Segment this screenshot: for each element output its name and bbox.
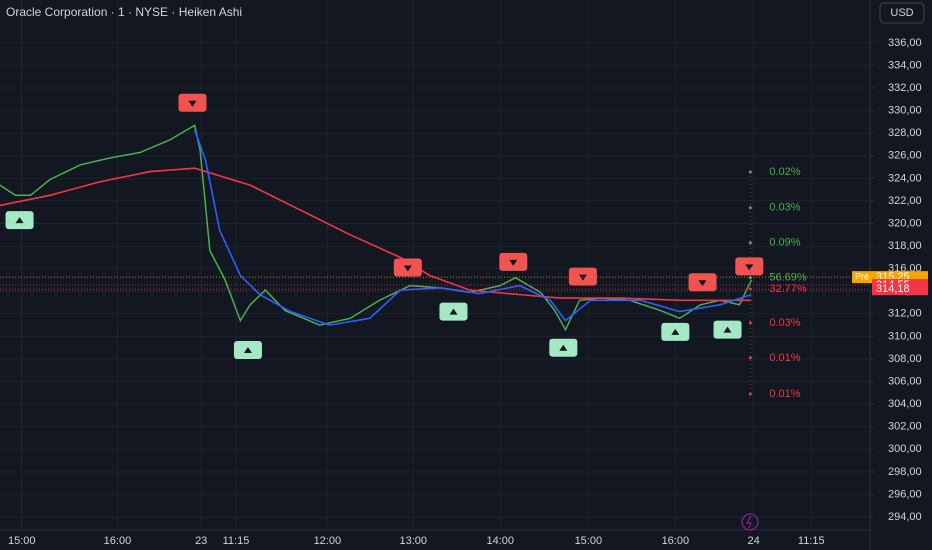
x-tick-label: 11:15 — [798, 535, 825, 547]
price-tag — [872, 283, 928, 296]
sell-arrow — [188, 100, 197, 107]
x-tick-label: 16:00 — [104, 535, 132, 547]
level-label: 0.02% — [769, 166, 800, 178]
level-label: 0.03% — [769, 202, 800, 214]
sell-arrow — [698, 280, 707, 287]
chart-title: Oracle Corporation · 1 · NYSE · Heiken A… — [6, 5, 242, 19]
price-tag-label: 314,18 — [876, 283, 910, 295]
y-tick-label: 332,00 — [888, 82, 922, 94]
y-tick-label: 310,00 — [888, 330, 922, 342]
moving-average — [0, 167, 752, 302]
level-label: 0.09% — [769, 237, 800, 249]
session-tag-label: Pré — [855, 272, 869, 282]
x-tick-label: 12:00 — [314, 535, 342, 547]
y-tick-label: 298,00 — [888, 466, 922, 478]
sell-arrow — [745, 264, 754, 271]
y-tick-label: 306,00 — [888, 375, 922, 387]
y-tick-label: 302,00 — [888, 421, 922, 433]
level-label: 32.77% — [769, 283, 807, 295]
level-dot — [748, 206, 752, 210]
y-tick-label: 334,00 — [888, 59, 922, 71]
level-dot — [748, 321, 752, 325]
x-tick-label: 11:15 — [223, 535, 250, 547]
x-tick-label: 24 — [748, 535, 760, 547]
y-tick-label: 294,00 — [888, 511, 922, 523]
level-label: 0.03% — [769, 317, 800, 329]
y-tick-label: 296,00 — [888, 488, 922, 500]
buy-arrow — [243, 346, 252, 353]
x-tick-label: 14:00 — [486, 535, 514, 547]
level-label: 0.01% — [769, 388, 800, 400]
y-tick-label: 326,00 — [888, 150, 922, 162]
buy-arrow — [559, 344, 568, 351]
y-tick-label: 300,00 — [888, 443, 922, 455]
currency-button[interactable] — [879, 2, 925, 24]
event-icon-bolt — [746, 515, 752, 529]
buy-arrow — [723, 326, 732, 333]
x-tick-label: 15:00 — [575, 535, 603, 547]
moving-average — [193, 129, 752, 326]
y-tick-label: 324,00 — [888, 172, 922, 184]
y-tick-label: 308,00 — [888, 353, 922, 365]
sell-arrow — [509, 259, 518, 266]
x-tick-label: 23 — [195, 535, 207, 547]
x-tick-label: 13:00 — [399, 535, 427, 547]
x-tick-label: 16:00 — [662, 535, 690, 547]
level-dot — [748, 276, 752, 280]
y-tick-label: 318,00 — [888, 240, 922, 252]
session-tag — [852, 271, 872, 284]
x-tick-label: 15:00 — [8, 535, 36, 547]
y-tick-label: 304,00 — [888, 398, 922, 410]
level-dot — [748, 392, 752, 396]
y-tick-label: 336,00 — [888, 37, 922, 49]
event-icon[interactable] — [741, 513, 759, 531]
level-dot — [748, 241, 752, 245]
y-tick-label: 312,00 — [888, 308, 922, 320]
sell-arrow — [403, 265, 412, 272]
buy-arrow — [449, 308, 458, 315]
level-dot — [748, 170, 752, 174]
level-dot — [748, 356, 752, 360]
price-line — [0, 124, 753, 332]
y-tick-label: 320,00 — [888, 217, 922, 229]
buy-arrow — [15, 217, 24, 224]
currency[interactable]: USD — [890, 7, 913, 19]
level-label: 56.69% — [769, 272, 807, 284]
y-tick-label: 322,00 — [888, 195, 922, 207]
y-tick-label: 330,00 — [888, 105, 922, 117]
y-tick-label: 328,00 — [888, 127, 922, 139]
buy-arrow — [671, 328, 680, 335]
sell-arrow — [578, 274, 587, 281]
level-label: 0.01% — [769, 352, 800, 364]
